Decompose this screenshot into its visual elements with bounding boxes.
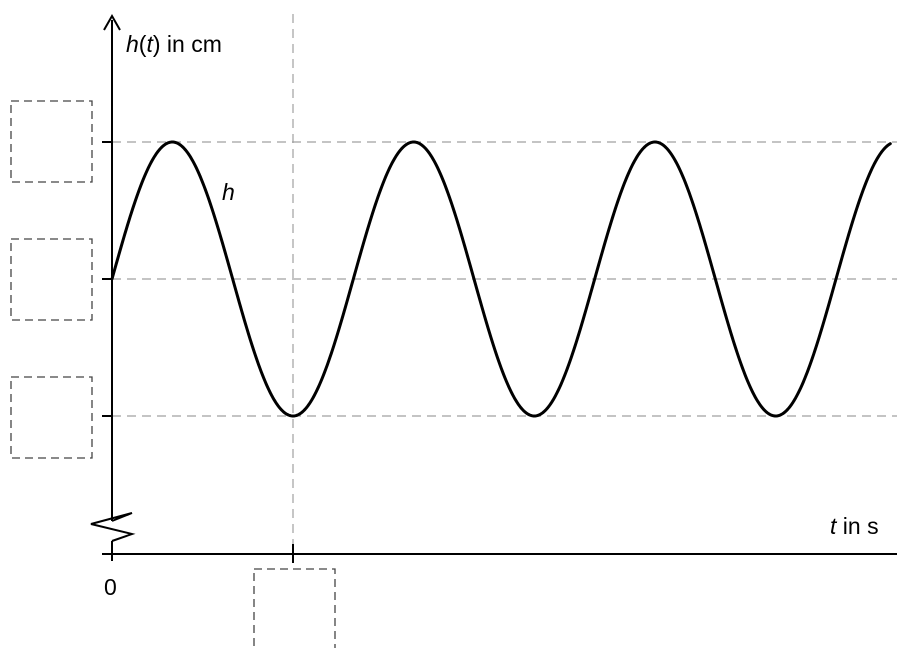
x-tick-label-box xyxy=(253,568,336,648)
curve-label: h xyxy=(222,179,235,205)
y-axis-arrow xyxy=(103,13,121,31)
origin-label: 0 xyxy=(104,574,117,600)
series-h xyxy=(110,140,892,418)
x-axis-label: t in s xyxy=(830,513,879,539)
y-tick-label-box-max xyxy=(10,100,93,183)
y-axis-label: h(t) in cm xyxy=(126,31,222,57)
y-tick-label-box-min xyxy=(10,376,93,459)
y-tick-label-box-mid xyxy=(10,238,93,321)
y-axis-break xyxy=(90,512,136,542)
